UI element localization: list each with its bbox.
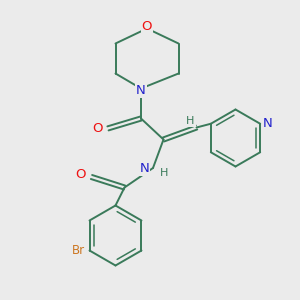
- Text: Br: Br: [72, 244, 85, 257]
- Text: N: N: [263, 117, 273, 130]
- Text: O: O: [76, 168, 86, 181]
- Text: O: O: [92, 122, 103, 135]
- Text: N: N: [136, 83, 146, 97]
- Text: H: H: [186, 116, 195, 126]
- Text: H: H: [160, 167, 168, 178]
- Text: O: O: [142, 20, 152, 34]
- Text: N: N: [140, 161, 149, 175]
